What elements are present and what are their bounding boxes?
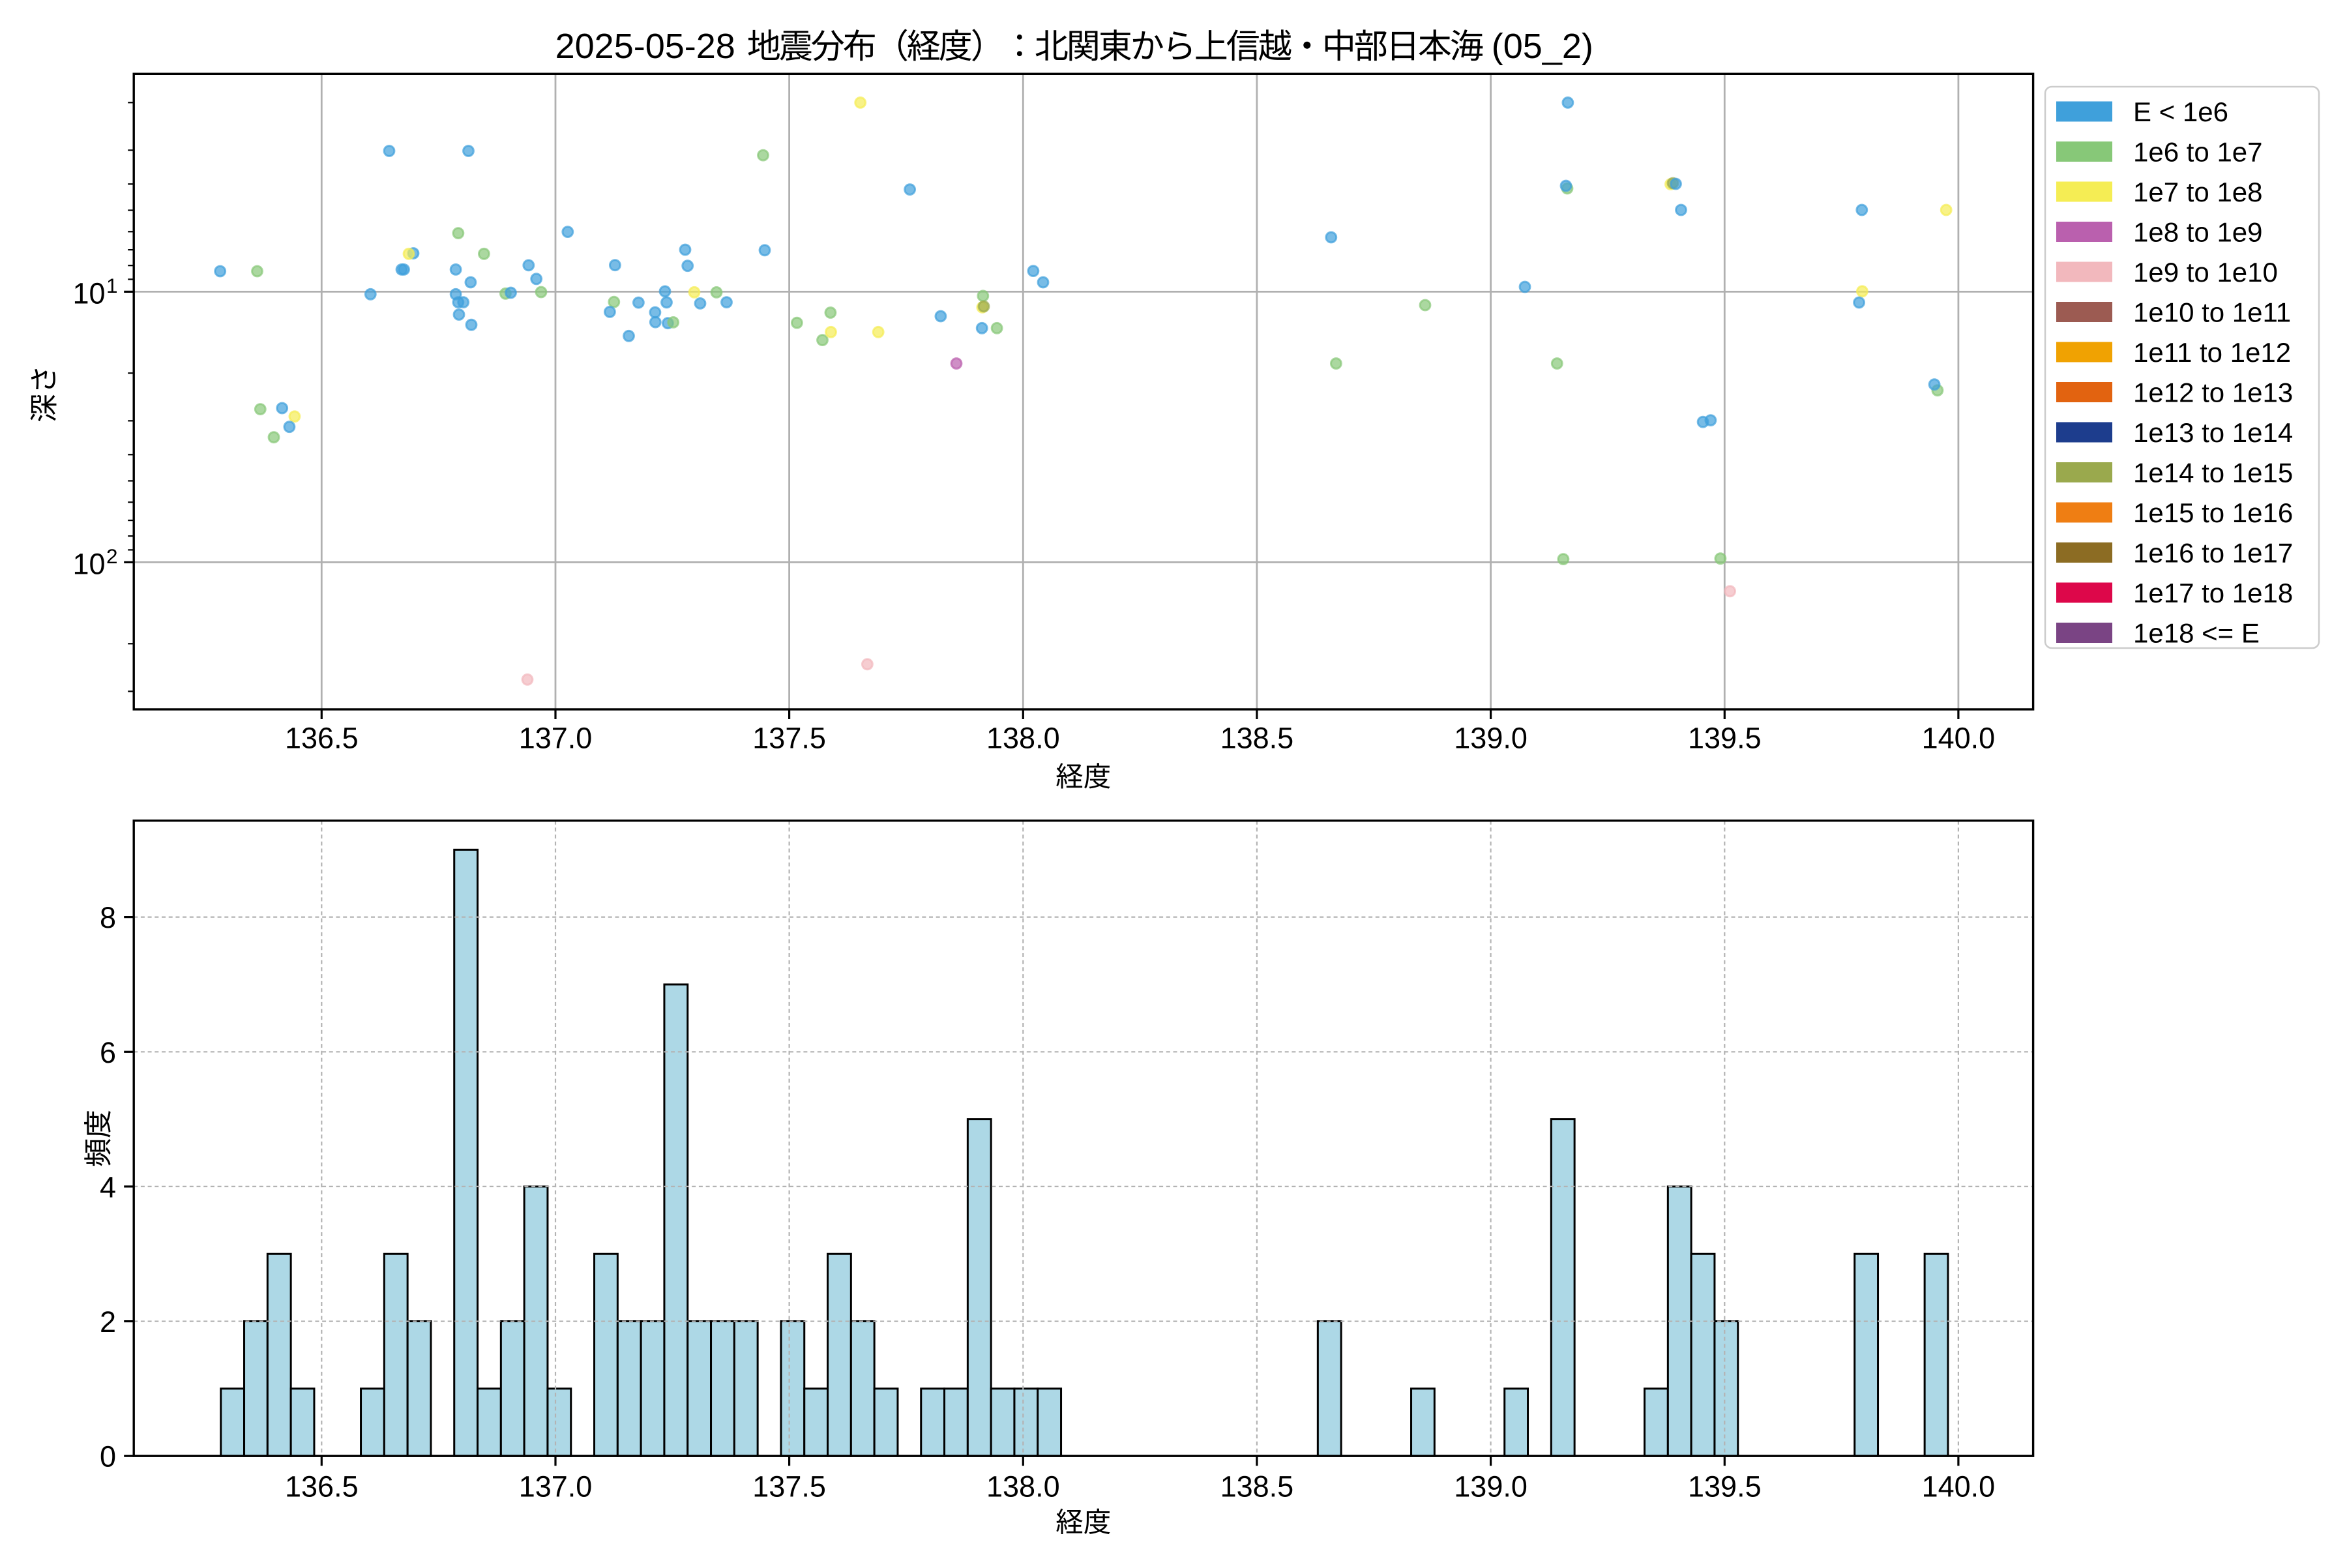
svg-text:138.5: 138.5 [1220, 1470, 1294, 1503]
svg-text:138.0: 138.0 [986, 722, 1060, 755]
svg-text:10: 10 [72, 277, 105, 310]
svg-text:1e7 to 1e8: 1e7 to 1e8 [2133, 177, 2263, 207]
svg-text:1e11 to 1e12: 1e11 to 1e12 [2133, 337, 2291, 368]
svg-text:1e13 to 1e14: 1e13 to 1e14 [2133, 417, 2293, 448]
svg-text:2025-05-28: 2025-05-28 [555, 27, 735, 66]
svg-text:10: 10 [72, 548, 105, 581]
svg-text:137.0: 137.0 [519, 1470, 593, 1503]
svg-text:137.0: 137.0 [519, 722, 593, 755]
svg-text:1: 1 [106, 274, 118, 297]
svg-text:140.0: 140.0 [1922, 722, 1996, 755]
svg-text:1e9 to 1e10: 1e9 to 1e10 [2133, 257, 2278, 288]
svg-text:6: 6 [100, 1036, 116, 1069]
svg-text:8: 8 [100, 901, 116, 934]
svg-text:137.5: 137.5 [752, 722, 826, 755]
svg-text:139.0: 139.0 [1454, 722, 1528, 755]
svg-text:1e15 to 1e16: 1e15 to 1e16 [2133, 497, 2293, 528]
svg-text:140.0: 140.0 [1922, 1470, 1996, 1503]
svg-text:E < 1e6: E < 1e6 [2133, 96, 2228, 127]
svg-text:1e12 to 1e13: 1e12 to 1e13 [2133, 377, 2293, 408]
svg-text:1e8 to 1e9: 1e8 to 1e9 [2133, 217, 2263, 248]
svg-text:1e6 to 1e7: 1e6 to 1e7 [2133, 137, 2263, 168]
svg-text:137.5: 137.5 [752, 1470, 826, 1503]
svg-text:138.0: 138.0 [986, 1470, 1060, 1503]
svg-text:139.0: 139.0 [1454, 1470, 1528, 1503]
svg-text:1e14 to 1e15: 1e14 to 1e15 [2133, 458, 2293, 488]
svg-text:2: 2 [106, 544, 118, 568]
svg-text:4: 4 [100, 1170, 116, 1204]
svg-text:1e16 to 1e17: 1e16 to 1e17 [2133, 538, 2293, 569]
svg-text:136.5: 136.5 [285, 1470, 359, 1503]
svg-text:139.5: 139.5 [1688, 722, 1762, 755]
svg-text:138.5: 138.5 [1220, 722, 1294, 755]
svg-text:136.5: 136.5 [285, 722, 359, 755]
svg-text:0: 0 [100, 1440, 116, 1473]
svg-text:139.5: 139.5 [1688, 1470, 1762, 1503]
svg-text:1e18 <= E: 1e18 <= E [2133, 618, 2260, 649]
svg-text:1e17 to 1e18: 1e17 to 1e18 [2133, 578, 2293, 608]
svg-text:(05_2): (05_2) [1492, 27, 1593, 66]
svg-text:2: 2 [100, 1305, 116, 1339]
svg-text:1e10 to 1e11: 1e10 to 1e11 [2133, 297, 2291, 328]
